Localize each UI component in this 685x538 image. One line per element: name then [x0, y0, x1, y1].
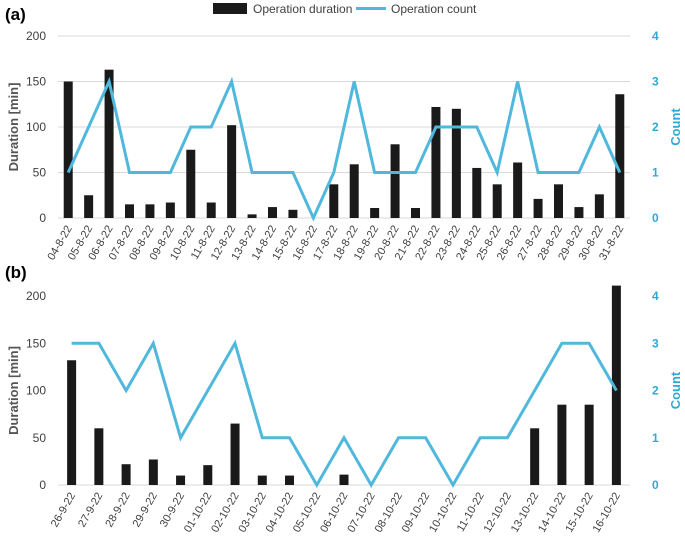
- bar: [285, 475, 295, 485]
- y2-axis-title: Count: [668, 371, 683, 409]
- bar: [227, 125, 237, 218]
- x-tick-label: 29-9-22: [131, 491, 160, 530]
- count-line: [66, 76, 622, 222]
- bar: [84, 195, 94, 218]
- x-tick-label: 27-9-22: [76, 491, 105, 530]
- bar: [121, 464, 131, 485]
- bar: [186, 149, 196, 218]
- bar: [268, 207, 277, 218]
- bar: [206, 202, 216, 218]
- x-tick-label: 28-9-22: [103, 491, 132, 530]
- y2-tick-label: 0: [652, 478, 659, 492]
- bar: [431, 106, 441, 218]
- panel-b: (b) 0 50 100 150 200 0 1 2 3 4 Duration [min] Count 2…: [5, 263, 683, 535]
- y-tick-label: 50: [33, 166, 47, 180]
- y2-tick-label: 0: [652, 211, 659, 225]
- y2-axis-title: Count: [668, 108, 683, 146]
- y2-tick-label: 1: [652, 431, 659, 445]
- y-tick-label: 200: [26, 29, 46, 43]
- bar: [165, 202, 175, 218]
- bar: [148, 459, 158, 485]
- y2-tick-label: 3: [652, 75, 659, 89]
- y-tick-label: 200: [26, 289, 46, 303]
- y2-tick-label: 1: [652, 166, 659, 180]
- bar: [615, 94, 625, 218]
- bar: [594, 194, 604, 218]
- bar: [145, 204, 155, 218]
- y2-tick-label: 4: [652, 29, 659, 43]
- bar: [125, 204, 134, 218]
- bar: [257, 475, 267, 485]
- y-tick-label: 100: [26, 384, 46, 398]
- bar: [63, 81, 73, 218]
- bar: [472, 167, 482, 218]
- y-tick-label: 50: [33, 431, 47, 445]
- bar: [104, 69, 114, 218]
- bar: [203, 465, 213, 485]
- bar: [513, 162, 523, 218]
- bar: [530, 428, 540, 485]
- panel-label: (b): [5, 263, 27, 282]
- bar: [288, 209, 298, 218]
- bar: [557, 404, 567, 485]
- bar: [349, 164, 359, 218]
- bar: [94, 428, 104, 485]
- bar: [176, 475, 186, 485]
- y-tick-label: 0: [39, 478, 46, 492]
- legend-line-label: Operation count: [391, 2, 477, 16]
- bar: [611, 285, 621, 485]
- bar: [584, 404, 594, 485]
- y-axis-title: Duration [min]: [6, 83, 21, 172]
- y-tick-label: 100: [26, 120, 46, 134]
- legend-bar-label: Operation duration: [253, 2, 352, 16]
- y2-tick-label: 4: [652, 289, 659, 303]
- x-tick-label: 16-10-22: [591, 491, 623, 535]
- panel-label: (a): [5, 5, 26, 24]
- x-tick-label: 30-9-22: [158, 491, 187, 530]
- bar: [533, 198, 543, 218]
- bar: [67, 360, 77, 485]
- legend-bar-swatch: [213, 3, 247, 14]
- y-tick-label: 150: [26, 75, 46, 89]
- bar: [247, 214, 257, 218]
- bar: [451, 108, 461, 218]
- bar: [329, 184, 339, 218]
- bar: [574, 207, 584, 218]
- bar: [339, 474, 349, 485]
- y-axis-title: Duration [min]: [6, 346, 21, 435]
- legend: Operation duration Operation count: [213, 2, 477, 16]
- y-tick-label: 150: [26, 336, 46, 350]
- bar: [411, 207, 420, 218]
- x-tick-label: 26-9-22: [49, 491, 78, 530]
- y2-tick-label: 3: [652, 336, 659, 350]
- y2-tick-label: 2: [652, 384, 659, 398]
- bar: [370, 207, 380, 218]
- bar: [492, 184, 502, 218]
- bar: [554, 184, 563, 218]
- y-tick-label: 0: [39, 211, 46, 225]
- bar: [390, 144, 400, 218]
- bar: [230, 423, 240, 485]
- y2-tick-label: 2: [652, 120, 659, 134]
